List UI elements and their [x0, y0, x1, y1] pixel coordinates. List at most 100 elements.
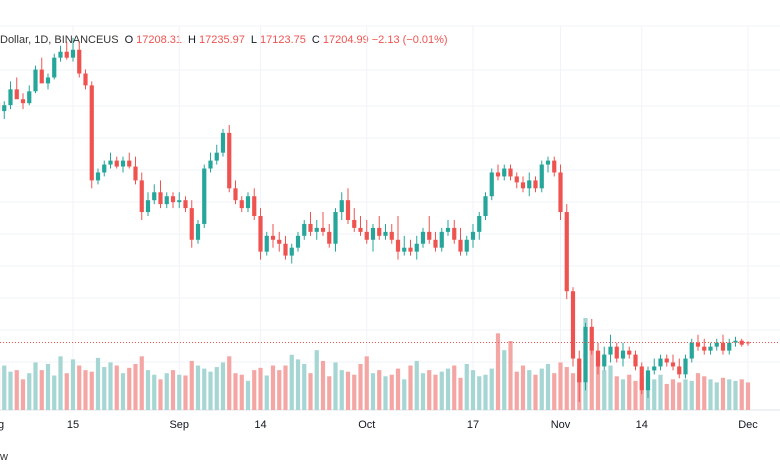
candle	[20, 93, 26, 110]
candle-body	[95, 172, 101, 181]
candle	[208, 152, 213, 173]
volume-bar	[152, 374, 157, 410]
volume-bar	[195, 365, 201, 410]
candle	[527, 172, 532, 197]
volume-bar	[120, 373, 126, 410]
candle-body	[158, 192, 163, 205]
candle-body	[208, 160, 213, 169]
candle-body	[633, 354, 638, 367]
candle-body	[508, 168, 513, 177]
candle	[252, 188, 257, 220]
volume-bar	[245, 380, 251, 410]
candle-body	[8, 89, 13, 106]
volume-bar	[545, 364, 551, 410]
candle-body	[14, 89, 19, 100]
candle-body	[302, 223, 307, 236]
candle	[614, 342, 619, 363]
volume-bar	[608, 365, 613, 410]
volume-bar	[670, 379, 676, 410]
candle-body	[352, 219, 357, 228]
open-label: O	[124, 34, 134, 46]
candle	[283, 235, 288, 260]
volume-bar	[258, 367, 263, 410]
candle	[495, 164, 501, 181]
candle	[277, 231, 282, 252]
candles	[0, 37, 751, 403]
candle	[695, 334, 701, 351]
volume-bar	[52, 375, 57, 410]
candle-body	[183, 200, 188, 209]
volume-bar	[527, 370, 532, 410]
grid	[0, 25, 780, 411]
candle	[720, 334, 726, 355]
volume-bar	[77, 365, 82, 410]
volume-bar	[233, 373, 238, 410]
candle-body	[658, 358, 663, 367]
volume-bar	[745, 382, 751, 410]
candle	[327, 223, 332, 248]
candle	[145, 192, 151, 217]
candle-body	[545, 160, 551, 165]
volume-bar	[58, 356, 63, 410]
candle-body	[520, 182, 526, 189]
candle-body	[245, 196, 251, 209]
volume-bar	[308, 373, 313, 410]
high-value: 17235.97	[199, 34, 245, 46]
candle	[258, 208, 263, 260]
candle	[58, 45, 63, 62]
candle	[545, 156, 551, 173]
candle-body	[345, 200, 351, 220]
candle	[539, 160, 544, 193]
candle	[677, 358, 682, 379]
candle	[183, 196, 188, 213]
volume-bar	[277, 370, 282, 410]
candle	[483, 192, 488, 220]
candle-body	[364, 231, 369, 240]
candle-body	[120, 160, 126, 167]
candle	[227, 124, 232, 193]
high-label: H	[188, 34, 196, 46]
volume-bar	[2, 365, 7, 410]
volume-bar	[95, 357, 101, 410]
candle	[708, 342, 713, 355]
volume-bar	[739, 379, 744, 410]
candle	[508, 164, 513, 181]
candle	[52, 53, 57, 80]
candle-body	[202, 168, 207, 224]
candle	[308, 212, 313, 236]
volume-bar	[289, 354, 294, 410]
volume-bar	[533, 374, 538, 410]
candle-body	[214, 152, 219, 161]
candle-body	[145, 200, 151, 213]
candle-body	[308, 223, 313, 232]
volume-bar	[139, 356, 144, 410]
candle	[108, 152, 113, 169]
volume-bar	[689, 380, 694, 410]
candle-body	[39, 69, 44, 84]
volume-bar	[158, 379, 163, 410]
candle-body	[377, 227, 382, 236]
candle	[558, 164, 563, 220]
volume-bar	[427, 370, 432, 410]
candle	[189, 200, 194, 248]
candle-body	[102, 164, 107, 173]
candle-body	[252, 196, 257, 217]
volume-bar	[677, 382, 682, 410]
candle	[345, 188, 351, 224]
candle	[27, 85, 32, 106]
volume-bar	[208, 371, 213, 410]
candle-body	[502, 168, 507, 177]
candle	[270, 223, 276, 248]
candle-body	[608, 346, 613, 355]
candle-body	[627, 350, 632, 355]
candle	[745, 341, 751, 346]
volume-bar	[14, 370, 19, 410]
candle-body	[2, 105, 7, 112]
volume-bar	[252, 370, 257, 410]
candle-body	[589, 326, 594, 351]
candle-body	[664, 358, 669, 363]
candle-body	[570, 291, 576, 359]
volume-bar	[564, 367, 569, 410]
volume-bar	[595, 351, 601, 410]
